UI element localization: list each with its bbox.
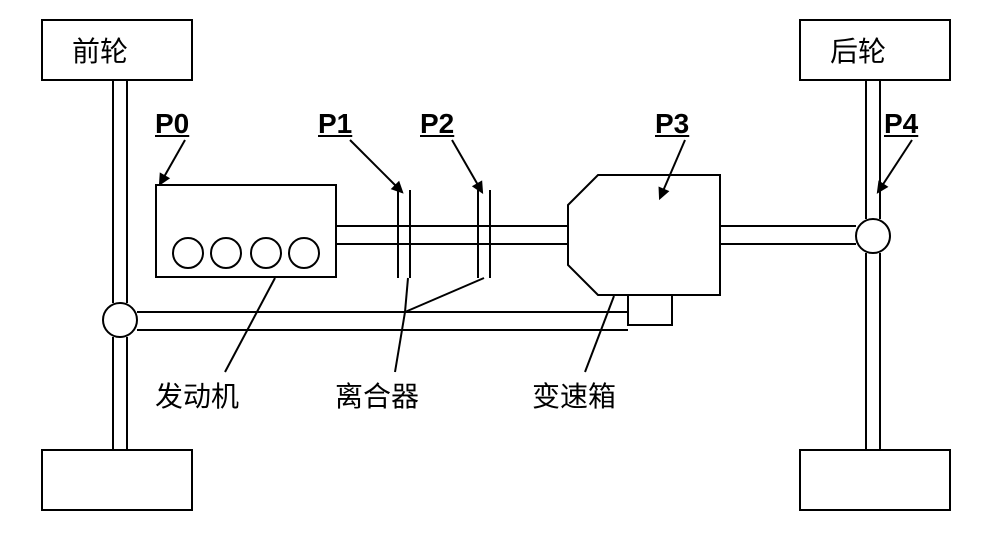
p4-label: P4 xyxy=(884,108,918,140)
p2-label: P2 xyxy=(420,108,454,140)
p0-label: P0 xyxy=(155,108,189,140)
powertrain-diagram xyxy=(0,0,1000,540)
gearbox-label: 变速箱 xyxy=(532,375,616,415)
p1-label: P1 xyxy=(318,108,352,140)
clutch-label: 离合器 xyxy=(335,375,419,415)
p3-label: P3 xyxy=(655,108,689,140)
engine-label: 发动机 xyxy=(155,375,239,415)
rear-wheel-label: 后轮 xyxy=(830,30,886,70)
front-wheel-label: 前轮 xyxy=(72,30,128,70)
